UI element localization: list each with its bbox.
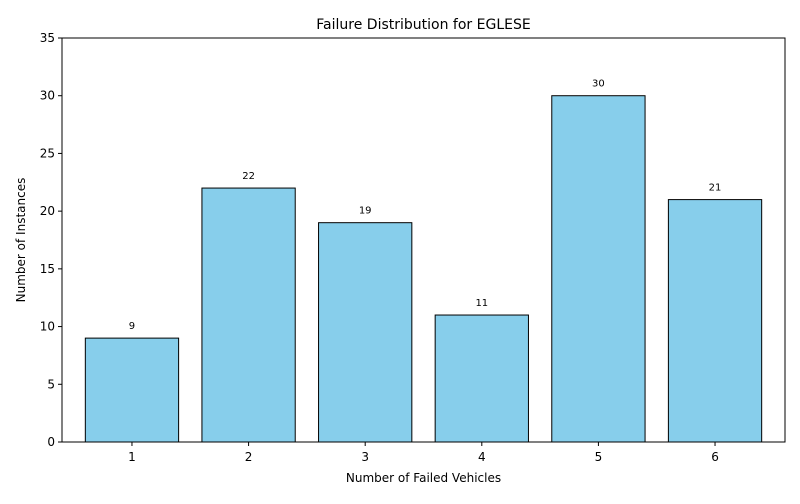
x-tick-label-6: 6	[711, 450, 719, 464]
x-axis: 1 2 3 4 5 6	[128, 442, 719, 464]
y-tick-label-30: 30	[40, 89, 55, 103]
bar-5	[551, 95, 646, 443]
x-tick-label-1: 1	[128, 450, 136, 464]
y-tick-label-35: 35	[40, 31, 55, 45]
bar-6	[667, 199, 763, 443]
data-label-1: 9	[129, 321, 135, 332]
bars-group	[84, 95, 763, 443]
data-labels-group: 9 22 19 11 30 21	[129, 79, 722, 332]
data-label-4: 11	[475, 298, 488, 309]
x-tick-label-4: 4	[478, 450, 486, 464]
x-tick-label-3: 3	[361, 450, 369, 464]
y-tick-label-15: 15	[40, 262, 55, 276]
y-axis-title: Number of Instances	[14, 178, 28, 303]
data-label-5: 30	[592, 79, 605, 90]
y-tick-label-5: 5	[47, 377, 55, 391]
chart-title: Failure Distribution for EGLESE	[316, 17, 530, 33]
bar-1	[84, 337, 180, 443]
data-label-6: 21	[709, 183, 722, 194]
y-tick-label-0: 0	[47, 435, 55, 449]
x-axis-title: Number of Failed Vehicles	[346, 471, 501, 485]
y-axis: 0 5 10 15 20 25 30 35	[40, 31, 62, 449]
x-tick-label-5: 5	[595, 450, 603, 464]
data-label-3: 19	[359, 206, 372, 217]
y-tick-label-25: 25	[40, 146, 55, 160]
y-tick-label-20: 20	[40, 204, 55, 218]
bar-2	[201, 187, 296, 443]
data-label-2: 22	[242, 171, 255, 182]
x-tick-label-2: 2	[245, 450, 253, 464]
y-tick-label-10: 10	[40, 320, 55, 334]
plot-frame	[61, 37, 786, 443]
bar-4	[434, 314, 529, 443]
bar-3	[318, 222, 413, 443]
